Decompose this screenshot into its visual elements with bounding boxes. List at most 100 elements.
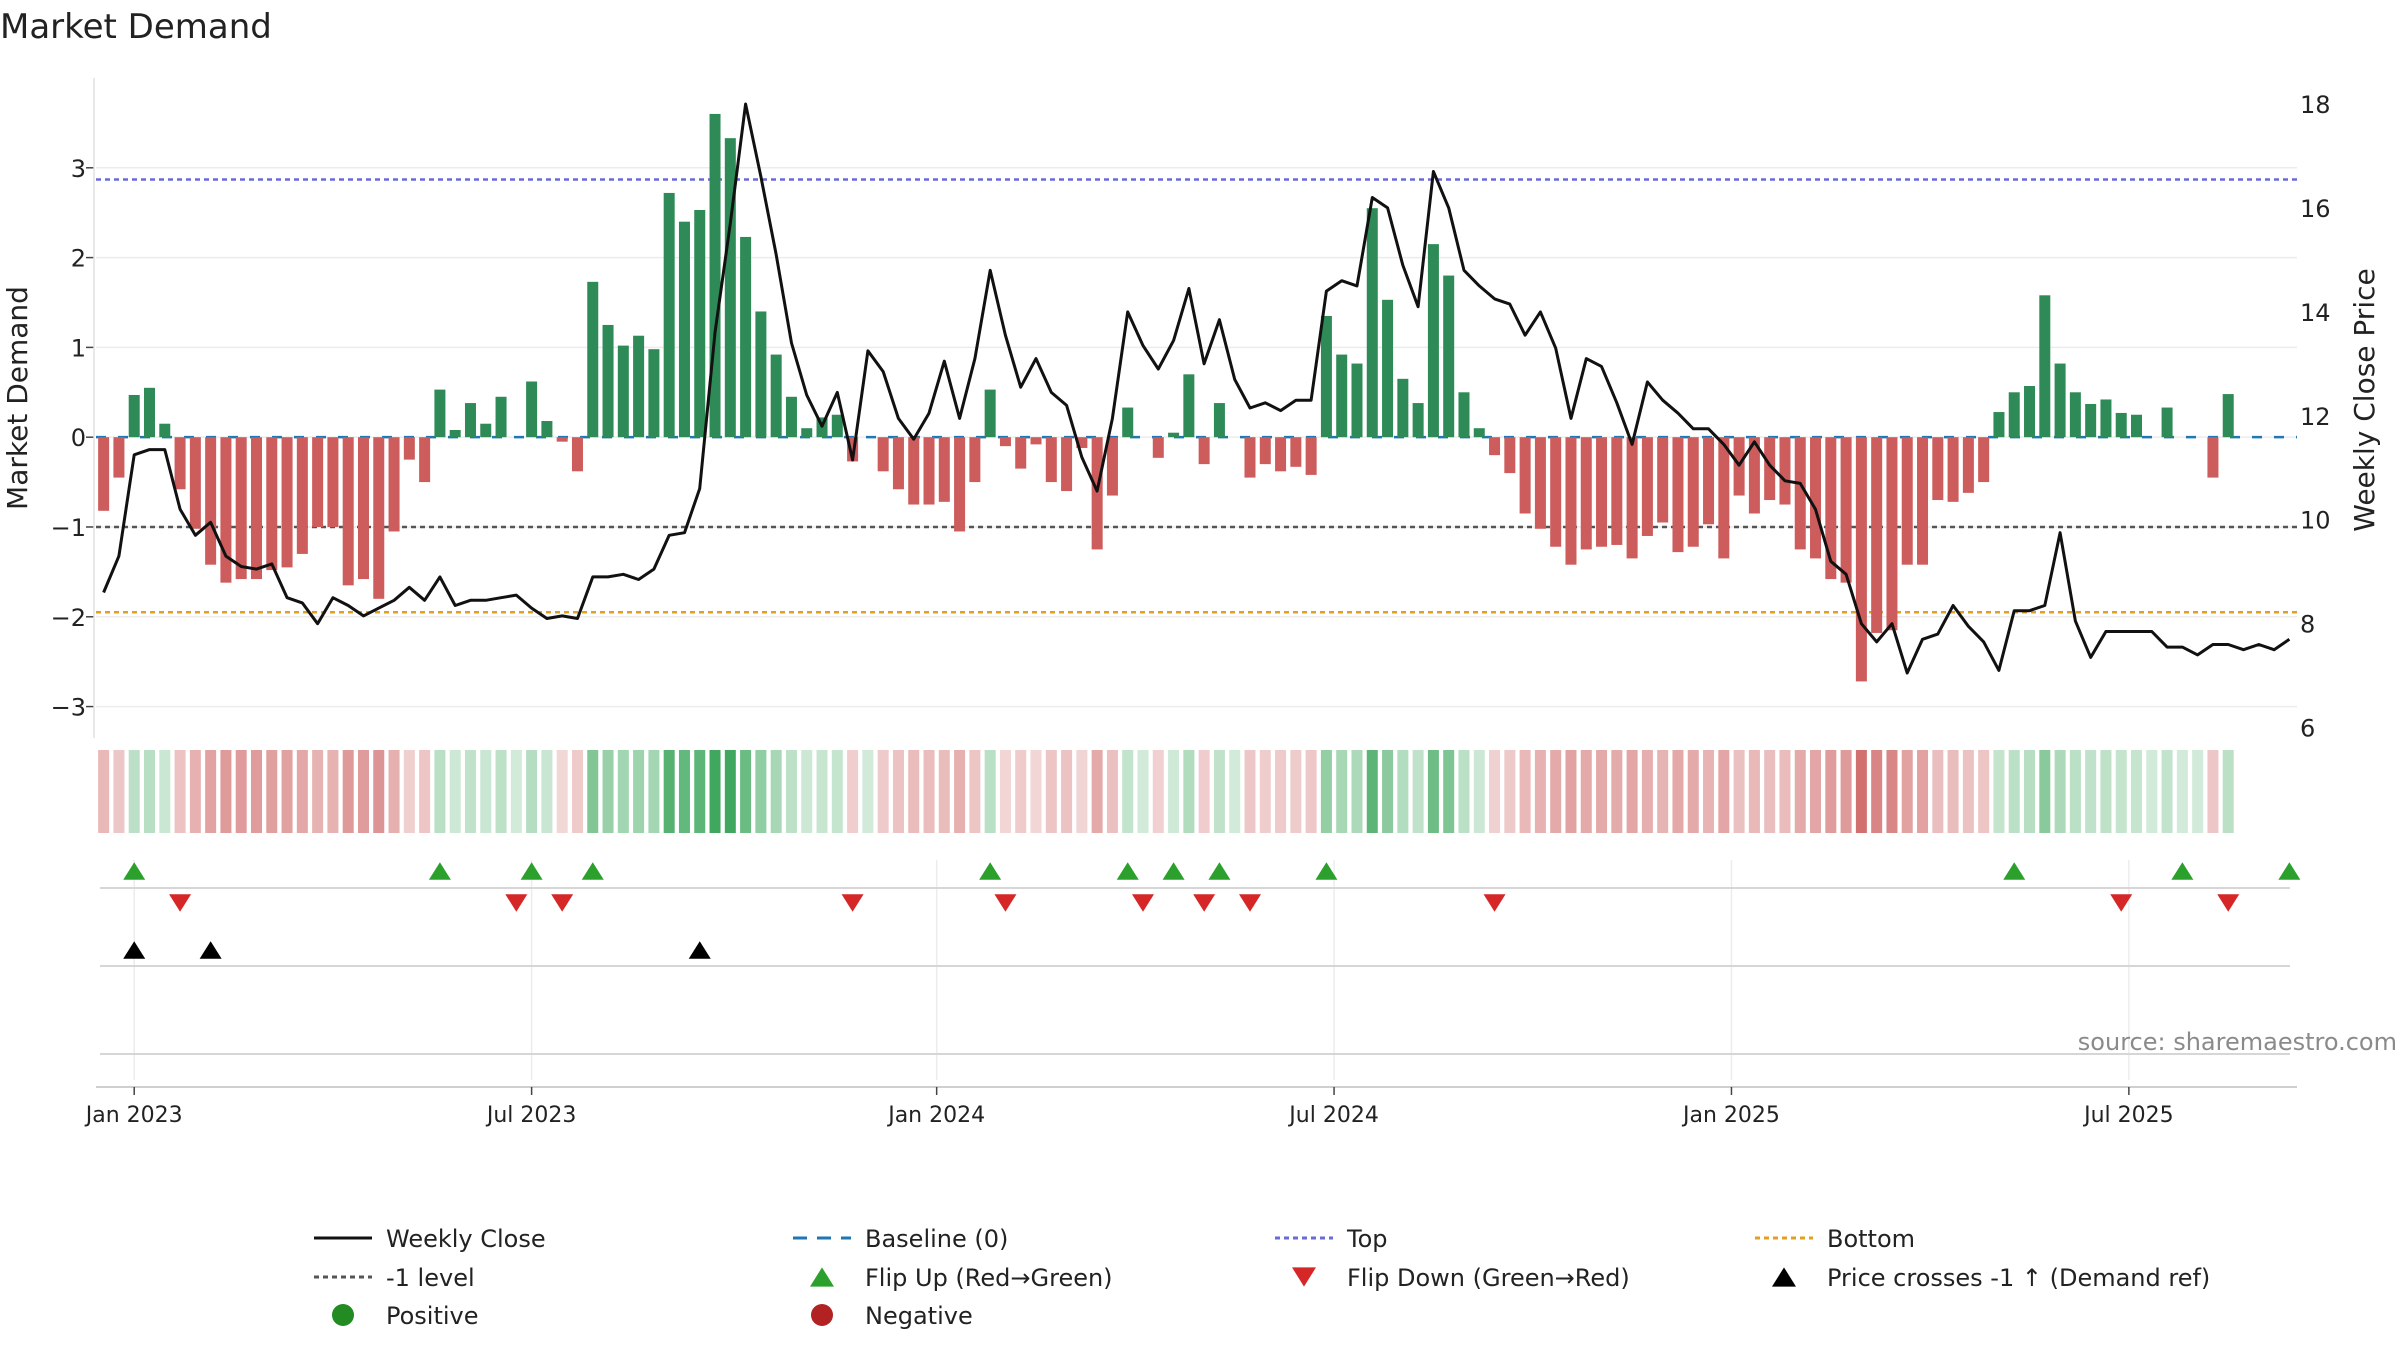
- demand-bar: [755, 311, 767, 438]
- demand-bar: [296, 437, 308, 554]
- heat-cell: [266, 750, 278, 833]
- heat-cell: [648, 750, 660, 833]
- flip-down-marker: [841, 894, 864, 912]
- demand-bar: [648, 349, 660, 438]
- demand-bar: [205, 437, 217, 565]
- heat-cell: [969, 750, 981, 833]
- demand-bar: [571, 437, 583, 472]
- legend-label-negative: Negative: [865, 1302, 973, 1330]
- demand-bar: [1198, 437, 1210, 465]
- heat-cell: [1275, 750, 1287, 833]
- heat-cell: [678, 750, 690, 833]
- heat-cell: [1534, 750, 1546, 833]
- heat-cell: [1565, 750, 1577, 833]
- demand-bar: [1366, 208, 1378, 438]
- heat-cell: [770, 750, 782, 833]
- demand-bar: [1901, 437, 1913, 565]
- heat-cell: [1091, 750, 1103, 833]
- heat-cell: [862, 750, 874, 833]
- heat-cell: [1779, 750, 1791, 833]
- source-note: source: sharemaestro.com: [2078, 1028, 2397, 1056]
- heat-cell: [1748, 750, 1760, 833]
- demand-bar: [312, 437, 324, 527]
- demand-bar: [1565, 437, 1577, 565]
- flip-up-marker: [1208, 862, 1231, 880]
- heat-cell: [816, 750, 828, 833]
- demand-bar: [1748, 437, 1760, 514]
- demand-bar: [2069, 392, 2081, 438]
- heat-cell: [541, 750, 553, 833]
- demand-bar: [1580, 437, 1592, 550]
- demand-bar: [1871, 437, 1883, 633]
- demand-bar: [984, 389, 996, 438]
- heat-cell: [159, 750, 171, 833]
- demand-bar: [1091, 437, 1103, 550]
- demand-bar: [2222, 394, 2234, 438]
- demand-bar: [2207, 437, 2219, 478]
- demand-bar: [403, 437, 415, 460]
- heat-cell: [892, 750, 904, 833]
- heat-cell: [1810, 750, 1822, 833]
- heat-cell: [1320, 750, 1332, 833]
- demand-bar: [801, 428, 813, 438]
- heat-cell: [403, 750, 415, 833]
- flip-down-marker: [2217, 894, 2240, 912]
- heat-cell: [1382, 750, 1394, 833]
- demand-bar: [1657, 437, 1669, 523]
- heat-cell: [1504, 750, 1516, 833]
- flip-up-marker: [581, 862, 604, 880]
- demand-bar: [235, 437, 247, 580]
- demand-bar: [1504, 437, 1516, 474]
- demand-bar: [1122, 407, 1134, 438]
- price-cross-marker: [199, 941, 222, 959]
- heat-cell: [1733, 750, 1745, 833]
- heat-cell: [250, 750, 262, 833]
- demand-bar: [159, 423, 171, 438]
- heat-cell: [1703, 750, 1715, 833]
- demand-bar: [2039, 295, 2051, 438]
- heat-cell: [1397, 750, 1409, 833]
- legend-swatch-price-cross: [1772, 1267, 1796, 1287]
- heat-cell: [1305, 750, 1317, 833]
- demand-bar: [1290, 437, 1302, 467]
- y2-tick-label: 16: [2300, 195, 2331, 223]
- demand-bar: [174, 437, 186, 490]
- heat-cell: [617, 750, 629, 833]
- heat-cell: [2161, 750, 2173, 833]
- heat-cell: [1290, 750, 1302, 833]
- demand-bar: [1611, 437, 1623, 545]
- heat-cell: [1168, 750, 1180, 833]
- demand-bar: [1045, 437, 1057, 483]
- heat-cell: [831, 750, 843, 833]
- y-tick-label: 3: [71, 155, 86, 183]
- heat-cell: [1855, 750, 1867, 833]
- heat-cell: [1198, 750, 1210, 833]
- x-tick-label: Jul 2025: [2082, 1103, 2174, 1128]
- legend-label-bottom: Bottom: [1827, 1225, 1915, 1253]
- demand-bar: [740, 236, 752, 438]
- demand-bar: [113, 437, 125, 478]
- demand-bar: [1213, 403, 1225, 438]
- y2-tick-label: 6: [2300, 715, 2315, 743]
- heat-cell: [724, 750, 736, 833]
- y-tick-label: 1: [71, 334, 86, 362]
- heat-cell: [2069, 750, 2081, 833]
- heat-cell: [785, 750, 797, 833]
- demand-bar: [1106, 437, 1118, 496]
- heat-cell: [342, 750, 354, 833]
- demand-bar: [1336, 354, 1348, 438]
- heat-cell: [2039, 750, 2051, 833]
- demand-bar: [923, 437, 935, 505]
- heat-cell: [1152, 750, 1164, 833]
- demand-bar: [877, 437, 889, 472]
- flip-up-marker: [123, 862, 146, 880]
- heat-cell: [2146, 750, 2158, 833]
- demand-bar: [1275, 437, 1287, 472]
- demand-bar: [250, 437, 262, 580]
- heat-cell: [1550, 750, 1562, 833]
- demand-bar: [1794, 437, 1806, 550]
- demand-bar: [1687, 437, 1699, 547]
- heat-cell: [526, 750, 538, 833]
